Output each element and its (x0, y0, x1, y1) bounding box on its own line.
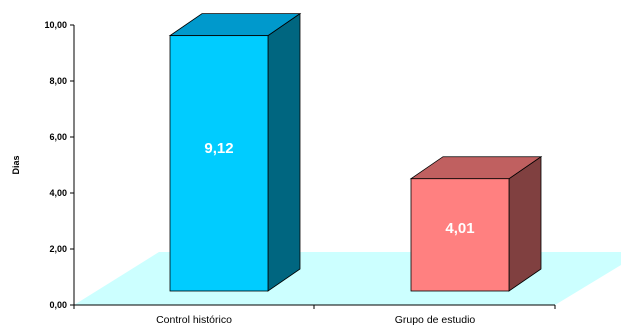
data-label: 4,01 (445, 220, 474, 237)
y-axis: 0,00 2,00 4,00 6,00 8,00 10,00 (44, 20, 556, 310)
bar-front (410, 178, 510, 292)
x-tick-label: Control histórico (156, 314, 232, 326)
y-tick-label: 8,00 (49, 76, 67, 86)
bar-front (169, 35, 269, 292)
bars: 9,12 4,01 (168, 12, 543, 292)
x-axis-labels: Control histórico Grupo de estudio (156, 314, 475, 326)
y-axis-title: Dias (11, 155, 21, 174)
bar-side (508, 155, 542, 292)
y-tick-label: 6,00 (49, 132, 67, 142)
bar: 9,12 (168, 12, 302, 292)
y-tick-label: 2,00 (49, 244, 67, 254)
bar-side (267, 12, 301, 292)
y-tick-label: 0,00 (49, 300, 67, 310)
y-tick-label: 4,00 (49, 188, 67, 198)
bar: 4,01 (409, 155, 543, 292)
x-tick-label: Grupo de estudio (395, 314, 476, 326)
data-label: 9,12 (204, 140, 233, 157)
y-tick-label: 10,00 (44, 20, 67, 30)
